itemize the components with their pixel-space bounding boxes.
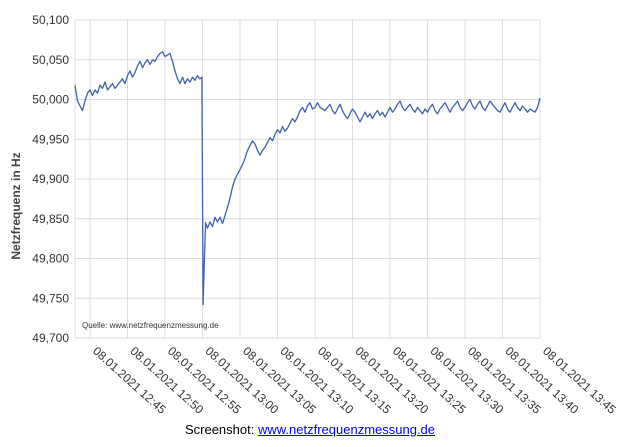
- source-note: Quelle: www.netzfrequenzmessung.de: [82, 321, 219, 330]
- y-tick-label: 49,800: [32, 252, 69, 266]
- series-line-frequency: [74, 51, 541, 306]
- screenshot-caption: Screenshot: www.netzfrequenzmessung.de: [0, 422, 620, 437]
- y-tick-label: 49,950: [32, 132, 69, 146]
- frequency-chart: 49,700 49,750 49,800 49,850 49,900 49,950 50,0…: [9, 13, 619, 417]
- y-tick-label: 50,100: [32, 13, 69, 27]
- source-link[interactable]: www.netzfrequenzmessung.de: [257, 422, 436, 437]
- series-layer: [74, 51, 541, 306]
- y-tick-label: 50,000: [32, 93, 69, 107]
- caption-prefix: Screenshot:: [184, 422, 258, 437]
- grid-lines: [74, 19, 541, 339]
- y-tick-label: 49,900: [32, 172, 69, 186]
- y-axis-ticks: 49,700 49,750 49,800 49,850 49,900 49,950 50,0…: [32, 13, 69, 345]
- y-tick-label: 49,700: [32, 331, 69, 345]
- y-tick-label: 50,050: [32, 53, 69, 67]
- y-tick-label: 49,850: [32, 212, 69, 226]
- y-tick-label: 49,750: [32, 291, 69, 305]
- y-axis-label: Netzfrequenz in Hz: [9, 152, 23, 259]
